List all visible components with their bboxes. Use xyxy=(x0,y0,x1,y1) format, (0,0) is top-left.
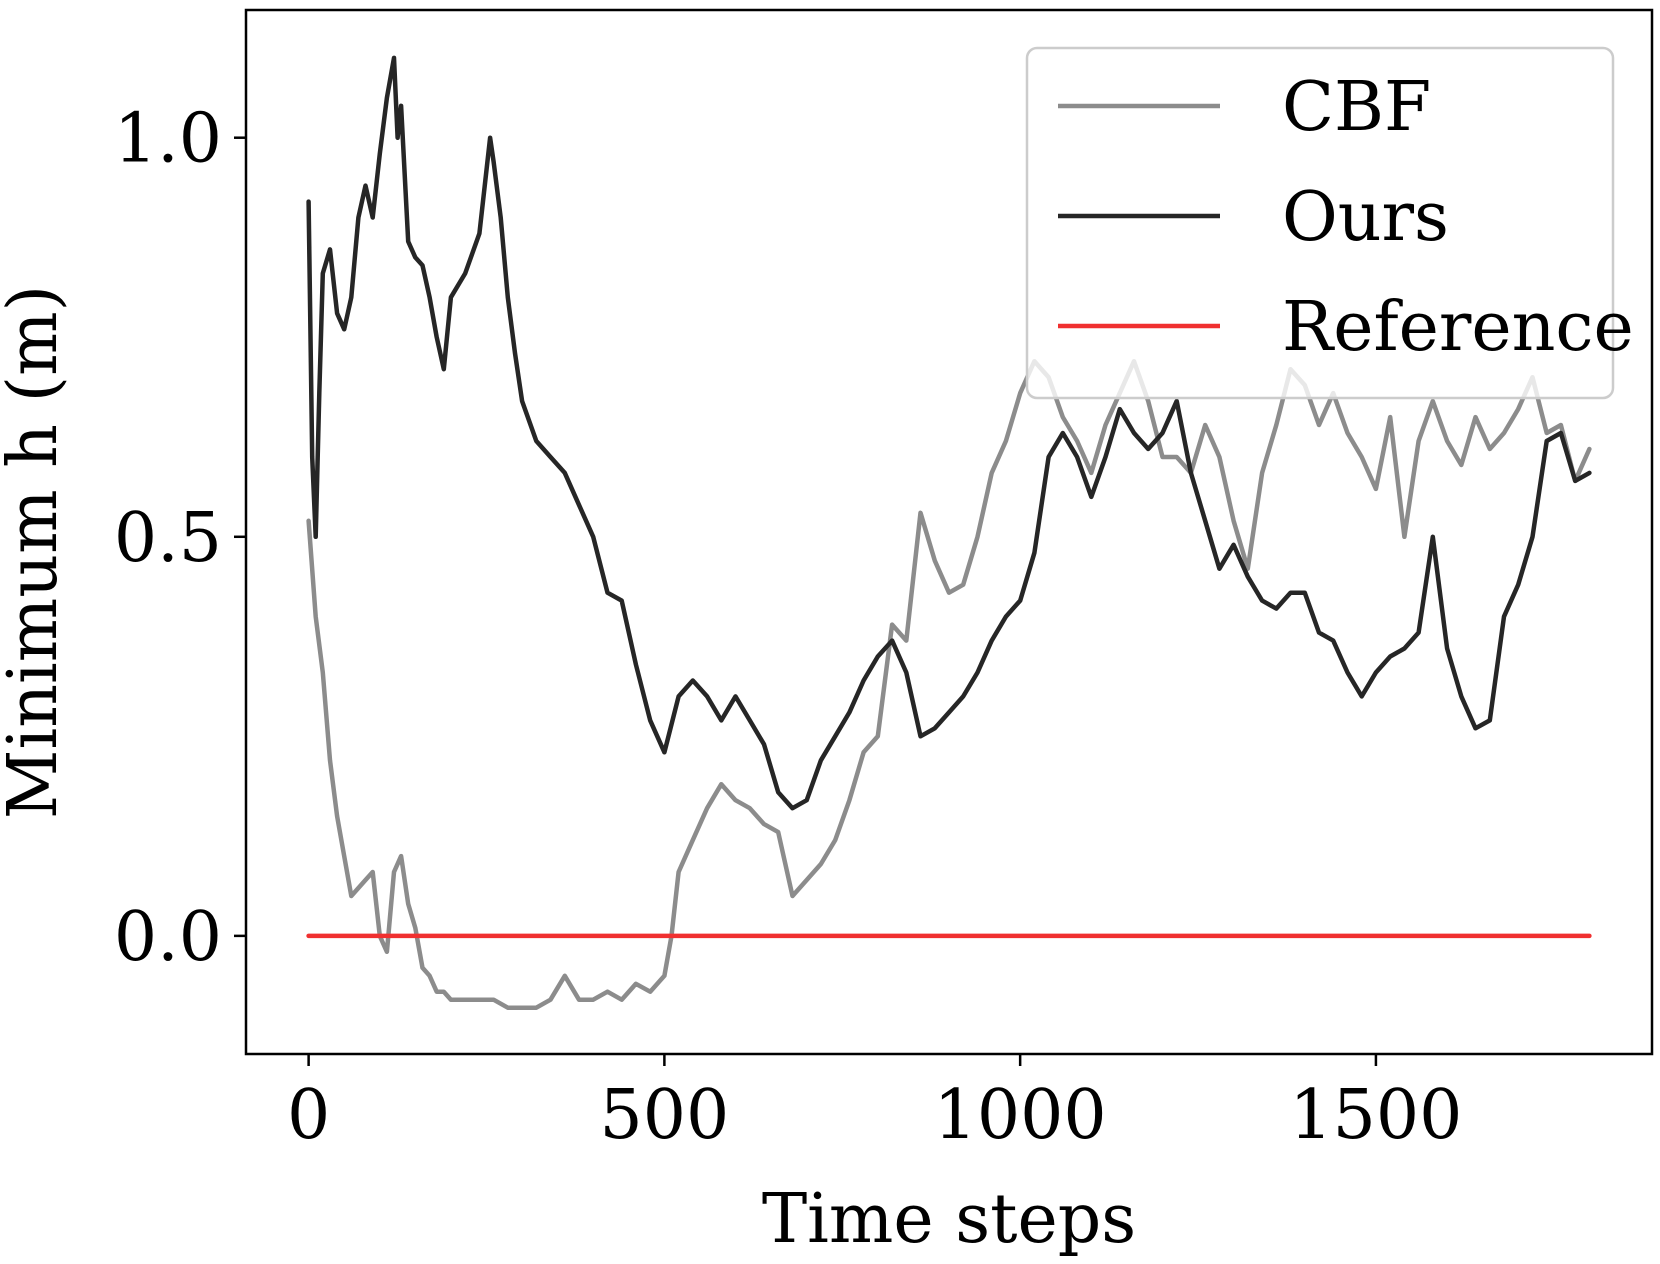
legend-entries: CBF Ours Reference xyxy=(1058,68,1634,367)
series-layer xyxy=(306,55,1592,1010)
x-tick-label: 0 xyxy=(287,1076,330,1155)
y-tick-label: 1.0 xyxy=(114,100,222,179)
x-tick-label: 1000 xyxy=(934,1076,1107,1155)
y-tick-label: 0.5 xyxy=(114,499,222,578)
y-axis-label: Minimum h (m) xyxy=(0,285,73,819)
x-tick-label: 1500 xyxy=(1289,1076,1462,1155)
series-line-cbf xyxy=(306,358,1592,1010)
legend-label-reference: Reference xyxy=(1282,288,1634,367)
x-axis-label: Time steps xyxy=(762,1180,1136,1259)
y-tick-label: 0.0 xyxy=(114,898,222,977)
plot-frame xyxy=(244,8,1654,1056)
y-axis: 0.0 0.5 1.0 xyxy=(114,100,246,977)
legend: CBF Ours Reference xyxy=(1025,46,1634,400)
x-axis: 0 500 1000 1500 xyxy=(287,1054,1462,1155)
series-line-ours xyxy=(306,55,1592,811)
x-tick-label: 500 xyxy=(599,1076,729,1155)
legend-box xyxy=(1025,46,1615,400)
legend-label-ours: Ours xyxy=(1282,178,1449,257)
legend-label-cbf: CBF xyxy=(1282,68,1431,147)
